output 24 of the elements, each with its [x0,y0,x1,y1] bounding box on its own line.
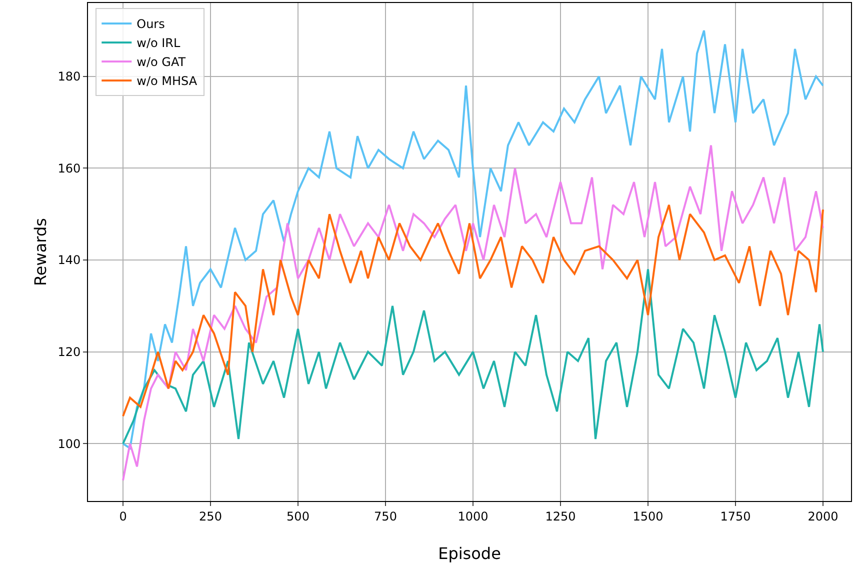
legend-label: w/o IRL [136,36,181,50]
y-tick-label: 180 [58,70,81,84]
legend-label: w/o GAT [136,55,186,70]
line-series [122,144,824,482]
y-tick-label: 100 [58,436,81,451]
x-tick-label: 0 [119,509,127,524]
x-tick-label: 750 [374,509,397,524]
line-series [122,204,824,418]
line-series [122,268,824,445]
x-tick-label: 250 [199,509,222,524]
x-tick-label: 1500 [632,509,664,524]
x-tick-label: 1250 [545,509,576,524]
x-tick-label: 1750 [720,509,751,524]
legend-label: w/o MHSA [136,74,198,88]
y-tick-label: 120 [58,345,81,360]
legend-label: Ours [136,17,165,32]
x-axis-title: Episode [438,544,501,563]
line-series [122,30,824,450]
x-tick-label: 500 [286,509,310,524]
y-axis-title: Rewards [31,218,50,286]
y-tick-label: 140 [58,253,81,268]
y-tick-label: 160 [58,161,81,176]
x-tick-label: 1000 [458,509,488,524]
x-tick-label: 2000 [808,509,838,524]
